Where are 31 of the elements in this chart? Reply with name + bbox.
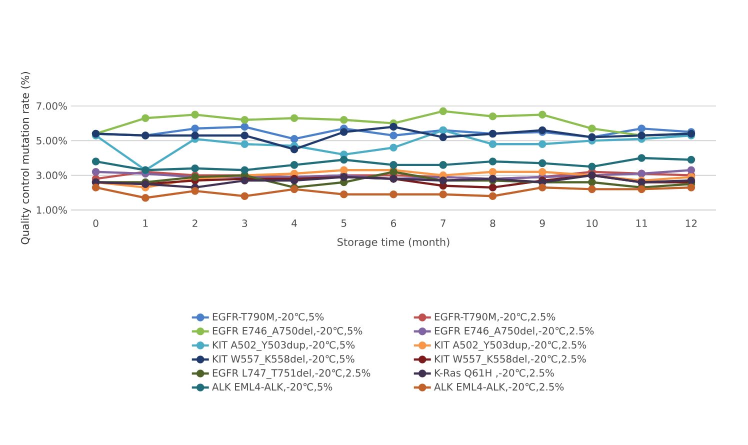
- x-tick-label: 2: [192, 220, 198, 227]
- legend-label: EGFR E746_A750del,-20℃,2.5%: [434, 326, 594, 337]
- legend-label: KIT W557_K558del,-20℃,2.5%: [434, 354, 586, 365]
- x-tick-label: 11: [636, 220, 647, 227]
- legend-label: EGFR-T790M,-20℃,2.5%: [434, 312, 556, 322]
- legend-label: KIT A502_Y503dup,-20℃,2.5%: [434, 340, 586, 351]
- x-tick-label: 3: [242, 220, 248, 228]
- x-tick-label: 7: [440, 220, 446, 227]
- legend-label: K-Ras Q61H ,-20℃,2.5%: [434, 369, 554, 378]
- x-tick-label: 12: [686, 220, 697, 227]
- x-tick-label: 4: [292, 220, 297, 227]
- x-tick-label: 0: [93, 220, 98, 228]
- x-axis-title: Storage time (month): [338, 238, 450, 248]
- legend-label: KIT W557_K558del,-20℃,5%: [212, 354, 354, 365]
- x-tick-label: 5: [341, 220, 346, 227]
- legend-label: ALK EML4-ALK,-20℃,5%: [212, 383, 332, 392]
- y-tick-label: 1.00%: [36, 206, 67, 214]
- x-tick-label: 8: [490, 220, 496, 228]
- x-tick-label: 6: [391, 220, 396, 228]
- legend-label: EGFR E746_A750del,-20℃,5%: [212, 326, 362, 337]
- x-tick-label: 9: [540, 220, 545, 228]
- y-tick-label: 7.00%: [36, 102, 67, 110]
- legend-label: EGFR-T790M,-20℃,5%: [212, 312, 324, 322]
- legend-label: EGFR L747_T751del,-20℃,2.5%: [212, 368, 370, 379]
- legend-label: ALK EML4-ALK,-20℃,2.5%: [434, 383, 564, 392]
- x-tick-label: 10: [586, 220, 598, 228]
- legend-label: KIT A502_Y503dup,-20℃,5%: [212, 340, 355, 351]
- y-axis-title: Quality control mutation rate (%): [20, 72, 31, 244]
- y-tick-label: 5.00%: [36, 136, 67, 144]
- x-tick-label: 1: [143, 220, 148, 227]
- y-tick-label: 3.00%: [36, 172, 67, 180]
